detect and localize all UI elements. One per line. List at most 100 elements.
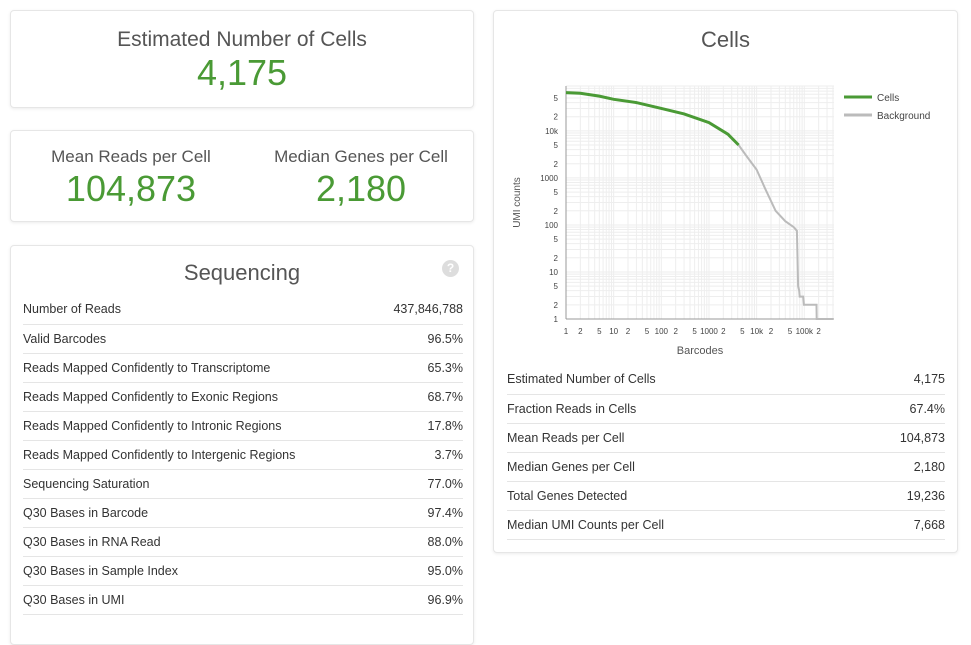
row-label: Reads Mapped Confidently to Transcriptom… [23, 353, 374, 383]
median-genes-label: Median Genes per Cell [274, 147, 448, 166]
cells-title: Cells [701, 27, 750, 52]
y-tick-label: 5 [554, 188, 559, 197]
mean-reads-value: 104,873 [65, 168, 197, 209]
y-tick-label: 2 [554, 207, 559, 216]
estimated-cells-label: Estimated Number of Cells [117, 28, 367, 51]
row-label: Fraction Reads in Cells [507, 394, 848, 424]
y-axis-label: UMI counts [512, 177, 523, 228]
x-tick-label: 2 [673, 327, 678, 336]
row-label: Number of Reads [23, 295, 374, 325]
y-tick-label: 2 [554, 301, 559, 310]
row-label: Mean Reads per Cell [507, 423, 848, 453]
reads-genes-card: Mean Reads per Cell 104,873 Median Genes… [10, 130, 474, 222]
table-row: Q30 Bases in UMI 96.9% [23, 585, 463, 615]
row-value: 3.7% [373, 440, 463, 470]
table-row: Q30 Bases in RNA Read 88.0% [23, 527, 463, 557]
table-row: Reads Mapped Confidently to Transcriptom… [23, 353, 463, 383]
y-tick-label: 5 [554, 235, 559, 244]
x-tick-label: 10 [609, 327, 618, 336]
y-tick-label: 2 [554, 254, 559, 263]
row-value: 67.4% [847, 394, 945, 424]
x-tick-label: 1000 [700, 327, 718, 336]
x-tick-label: 5 [788, 327, 793, 336]
table-row: Mean Reads per Cell 104,873 [507, 423, 945, 453]
table-row: Number of Reads 437,846,788 [23, 295, 463, 325]
table-row: Q30 Bases in Barcode 97.4% [23, 498, 463, 528]
table-row: Estimated Number of Cells 4,175 [507, 365, 945, 395]
row-value: 97.4% [373, 498, 463, 528]
row-value: 88.0% [373, 527, 463, 557]
row-label: Median UMI Counts per Cell [507, 510, 848, 540]
x-tick-label: 5 [597, 327, 602, 336]
cells-card: Cells 1 2 5 10 2 5 100 2 5 1000 2 5 10k 2 5 100k 2 1 2 5 10 2… [493, 10, 958, 553]
table-row: Reads Mapped Confidently to Exonic Regio… [23, 382, 463, 412]
table-row: Valid Barcodes 96.5% [23, 324, 463, 354]
y-tick-label: 1000 [540, 174, 558, 183]
table-row: Reads Mapped Confidently to Intronic Reg… [23, 411, 463, 441]
median-genes-value: 2,180 [315, 168, 407, 209]
x-tick-label: 100k [796, 327, 814, 336]
x-tick-label: 5 [692, 327, 697, 336]
x-tick-label: 5 [645, 327, 650, 336]
row-value: 7,668 [847, 510, 945, 540]
series-line-background [737, 144, 833, 320]
series-line-cells [565, 91, 740, 147]
x-tick-label: 5 [740, 327, 745, 336]
row-value: 437,846,788 [373, 295, 463, 325]
row-value: 104,873 [847, 423, 945, 453]
y-tick-label: 10k [545, 127, 559, 136]
x-tick-label: 2 [626, 327, 631, 336]
y-tick-label: 5 [554, 141, 559, 150]
table-row: Reads Mapped Confidently to Intergenic R… [23, 440, 463, 470]
x-tick-label: 2 [578, 327, 583, 336]
cells-table: Estimated Number of Cells 4,175 Fraction R… [507, 365, 945, 540]
median-genes-stat: Median Genes per Cell 2,180 [256, 147, 466, 207]
row-label: Q30 Bases in Barcode [23, 498, 374, 528]
sequencing-title: Sequencing [183, 260, 301, 285]
sequencing-card: Sequencing ? Number of Reads 437,846,788 V… [10, 245, 474, 645]
x-tick-label: 10k [750, 327, 764, 336]
legend-label-cells: Cells [877, 93, 899, 104]
table-row: Fraction Reads in Cells 67.4% [507, 394, 945, 424]
row-value: 19,236 [847, 481, 945, 511]
row-label: Q30 Bases in Sample Index [23, 556, 374, 586]
row-value: 96.9% [373, 585, 463, 615]
table-row: Median Genes per Cell 2,180 [507, 452, 945, 482]
table-row: Sequencing Saturation 77.0% [23, 469, 463, 499]
row-label: Sequencing Saturation [23, 469, 374, 499]
estimated-cells-value: 4,175 [196, 52, 288, 93]
y-tick-label: 1 [554, 315, 559, 324]
row-value: 77.0% [373, 469, 463, 499]
row-label: Q30 Bases in RNA Read [23, 527, 374, 557]
y-tick-label: 2 [554, 113, 559, 122]
x-tick-label: 2 [721, 327, 726, 336]
y-tick-label: 5 [554, 94, 559, 103]
row-label: Total Genes Detected [507, 481, 848, 511]
help-icon[interactable]: ? [442, 260, 459, 277]
y-tick-label: 2 [554, 160, 559, 169]
y-tick-label: 100 [545, 221, 559, 230]
table-row: Median UMI Counts per Cell 7,668 [507, 510, 945, 540]
y-tick-label: 5 [554, 282, 559, 291]
x-tick-label: 100 [655, 327, 669, 336]
row-label: Reads Mapped Confidently to Intergenic R… [23, 440, 374, 470]
barcode-rank-chart: 1 2 5 10 2 5 100 2 5 1000 2 5 10k 2 5 100k 2125102510025… [512, 85, 930, 357]
mean-reads-label: Mean Reads per Cell [51, 147, 211, 166]
estimated-cells-card: Estimated Number of Cells 4,175 [10, 10, 474, 108]
row-label: Reads Mapped Confidently to Intronic Reg… [23, 411, 374, 441]
row-value: 4,175 [847, 365, 945, 395]
mean-reads-stat: Mean Reads per Cell 104,873 [41, 147, 221, 207]
row-label: Q30 Bases in UMI [23, 585, 374, 615]
x-axis-label: Barcodes [677, 345, 724, 357]
row-value: 65.3% [373, 353, 463, 383]
y-tick-label: 10 [549, 268, 558, 277]
row-value: 17.8% [373, 411, 463, 441]
x-tick-label: 2 [816, 327, 821, 336]
row-value: 68.7% [373, 382, 463, 412]
table-row: Total Genes Detected 19,236 [507, 481, 945, 511]
table-row: Q30 Bases in Sample Index 95.0% [23, 556, 463, 586]
x-tick-label: 1 [564, 327, 569, 336]
row-value: 95.0% [373, 556, 463, 586]
row-label: Reads Mapped Confidently to Exonic Regio… [23, 382, 374, 412]
legend-label-background: Background [877, 111, 930, 122]
